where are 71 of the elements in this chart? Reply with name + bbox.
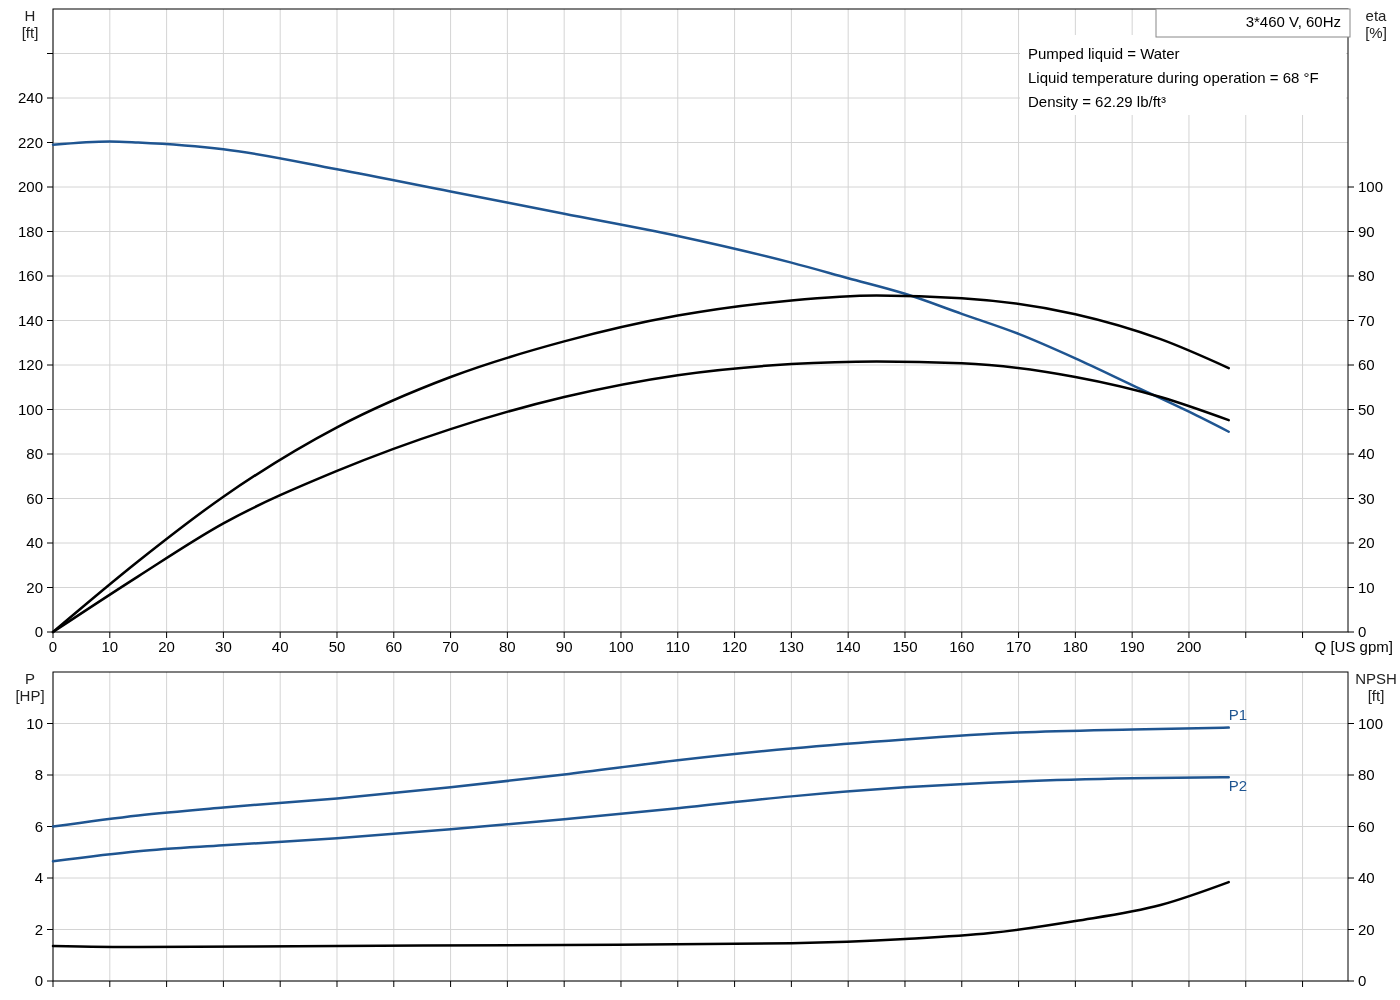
y-tick-label: 20: [26, 578, 43, 596]
x-tick-label: 150: [892, 638, 918, 655]
y-tick-label: 0: [34, 623, 43, 640]
y2-tick-label: 40: [1358, 869, 1375, 886]
chart-title: 3*460 V, 60Hz: [1245, 13, 1341, 30]
x-tick-label: 80: [499, 638, 516, 655]
x-tick-label: 120: [722, 638, 748, 655]
y-tick-label: 10: [26, 714, 43, 732]
y2-tick-label: 0: [1358, 623, 1367, 640]
y-tick-label: 6: [34, 817, 43, 835]
y2-axis-title: NPSH [ft]: [1355, 670, 1397, 704]
y2-tick-label: 80: [1358, 766, 1375, 783]
y-tick-label: 60: [26, 489, 43, 507]
y-axis-title: P [HP]: [15, 670, 45, 704]
x-tick-label: 10: [101, 638, 119, 655]
series-label: P1: [1228, 705, 1248, 723]
y-axis-title: H [ft]: [21, 7, 39, 41]
x-tick-label: 160: [949, 638, 975, 655]
y2-tick-label: 100: [1358, 714, 1384, 732]
x-tick-label: 110: [665, 638, 690, 655]
y-tick-label: 180: [17, 222, 43, 240]
y2-tick-label: 0: [1358, 972, 1367, 989]
y2-tick-label: 100: [1358, 178, 1384, 195]
y2-tick-label: 50: [1358, 400, 1375, 418]
y2-tick-label: 40: [1358, 445, 1375, 462]
x-tick-label: 90: [555, 638, 573, 655]
x-tick-label: 100: [608, 638, 634, 655]
y-tick-label: 240: [17, 89, 43, 106]
y-tick-label: 100: [17, 400, 43, 418]
x-axis-title: Q [US gpm]: [1314, 638, 1393, 655]
y-tick-label: 160: [17, 267, 43, 284]
y-tick-label: 200: [17, 178, 43, 195]
x-tick-label: 140: [835, 638, 861, 655]
x-tick-label: 70: [442, 638, 459, 655]
y2-tick-label: 20: [1358, 920, 1375, 938]
x-tick-label: 170: [1006, 638, 1032, 655]
y-tick-label: 220: [17, 133, 43, 151]
y2-tick-label: 70: [1358, 311, 1375, 329]
annotation: Liquid temperature during operation = 68 °F: [1028, 69, 1319, 86]
x-tick-label: 20: [158, 638, 175, 655]
y2-tick-label: 60: [1358, 356, 1375, 373]
line-series: [51, 140, 1230, 433]
y2-tick-label: 20: [1358, 534, 1375, 551]
y-tick-label: 120: [17, 356, 43, 373]
y2-axis-title: eta [%]: [1365, 7, 1388, 41]
x-tick-label: 60: [385, 638, 403, 655]
annotation: Density = 62.29 lb/ft³: [1028, 93, 1166, 110]
x-tick-label: 30: [215, 638, 232, 655]
y-tick-label: 0: [34, 972, 43, 989]
y-tick-label: 140: [17, 311, 43, 329]
y-tick-label: 80: [26, 445, 43, 462]
series-label: P2: [1228, 777, 1248, 795]
y2-tick-label: 30: [1358, 489, 1375, 507]
x-tick-label: 130: [778, 638, 804, 655]
y2-tick-label: 60: [1358, 817, 1375, 835]
x-tick-label: 50: [328, 638, 346, 655]
y-tick-label: 8: [34, 766, 43, 783]
line-series: [51, 776, 1230, 863]
y2-tick-label: 80: [1358, 267, 1375, 284]
x-tick-label: 200: [1176, 638, 1202, 655]
y-tick-label: 40: [26, 534, 43, 551]
x-tick-label: 40: [271, 638, 289, 655]
x-tick-label: 0: [48, 638, 58, 655]
x-tick-label: 190: [1119, 638, 1145, 655]
y2-tick-label: 90: [1358, 222, 1375, 240]
y-tick-label: 2: [34, 920, 43, 938]
x-tick-label: 180: [1062, 638, 1088, 655]
y2-tick-label: 10: [1358, 578, 1375, 596]
annotation: Pumped liquid = Water: [1028, 45, 1180, 62]
y-tick-label: 4: [34, 869, 43, 886]
line-series: [51, 726, 1230, 828]
